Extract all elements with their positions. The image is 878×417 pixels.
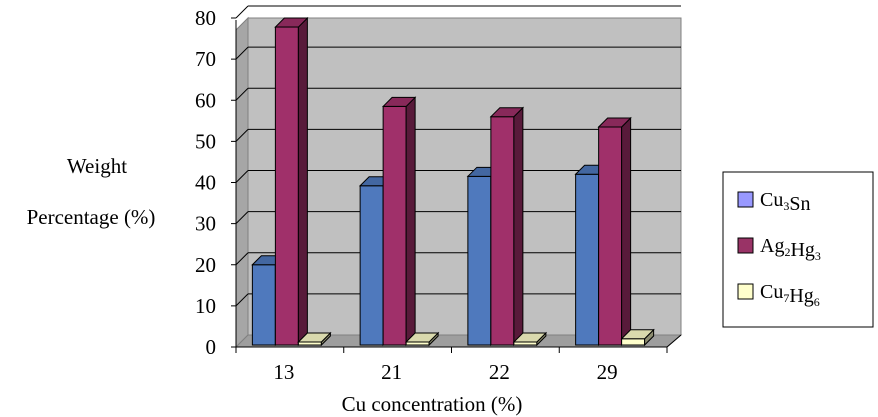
x-tick-label: 21 (381, 360, 402, 384)
gridline-side (235, 293, 249, 307)
bar-front (382, 105, 407, 346)
gridline-side (235, 211, 249, 224)
bar-front (251, 264, 276, 346)
y-tick-label: 40 (195, 171, 216, 195)
legend-swatch (737, 283, 754, 300)
x-axis-depth (666, 334, 682, 348)
gridline-side (235, 46, 249, 60)
gridline-side (235, 170, 249, 183)
bar-top (297, 332, 332, 343)
y-tick-label: 60 (195, 88, 216, 112)
gridline-side (235, 5, 249, 19)
y-tick-label: 10 (195, 294, 216, 318)
y-tick-label: 50 (195, 129, 216, 153)
bar-front (490, 116, 515, 346)
bar-top (620, 329, 655, 340)
bar-top (489, 107, 525, 118)
bar-Cu7Hg6-21 (404, 331, 440, 347)
bar-side (297, 16, 308, 347)
y-axis-label-line-1: Weight (67, 154, 127, 178)
bar-side (513, 106, 524, 347)
bar-top (512, 332, 548, 343)
bar-Ag2Hg3-21 (381, 96, 417, 347)
legend-item-Cu3Sn: Cu3Sn (737, 189, 810, 215)
y-tick-label: 70 (195, 47, 216, 71)
bar-Cu7Hg6-22 (512, 331, 548, 347)
legend-label: Ag2Hg3 (760, 235, 821, 263)
x-tick-labels: 13 21 22 29 (273, 360, 617, 384)
y-tick-labels: 0 10 20 30 40 50 60 70 80 (195, 6, 216, 359)
side-wall (235, 16, 249, 349)
bar-Ag2Hg3-29 (597, 116, 632, 347)
y-axis-label-line-2: Percentage (%) (27, 205, 156, 229)
bar-side (621, 116, 632, 347)
bar-top (274, 17, 309, 28)
legend-item-Cu7Hg6: Cu7Hg6 (737, 281, 820, 309)
bars (251, 16, 655, 347)
legend-swatch (737, 191, 754, 208)
gridline-side (235, 252, 249, 266)
legend: Cu3Sn Ag2Hg3 Cu7Hg6 (722, 171, 874, 328)
x-axis-label: Cu concentration (%) (342, 392, 523, 416)
gridline-side (235, 87, 249, 101)
bar-front (274, 26, 299, 346)
gridline-side (235, 129, 249, 142)
bar-top (597, 117, 632, 128)
axes (231, 17, 682, 353)
bar-Cu7Hg6-29 (620, 328, 655, 347)
x-tick-label: 22 (489, 360, 510, 384)
bar-Ag2Hg3-22 (489, 106, 525, 347)
y-tick-label: 30 (195, 212, 216, 236)
bar-front (621, 338, 646, 346)
bar-front (575, 173, 600, 346)
bar-side (405, 96, 416, 347)
x-tick-label: 29 (597, 360, 618, 384)
legend-label: Cu3Sn (760, 189, 810, 215)
x-tick-label: 13 (273, 360, 294, 384)
legend-swatch (737, 237, 754, 254)
bar-Ag2Hg3-13 (274, 16, 309, 347)
y-tick-label: 80 (195, 6, 216, 30)
legend-label: Cu7Hg6 (760, 281, 820, 309)
legend-item-Ag2Hg3: Ag2Hg3 (737, 235, 821, 263)
bar-front (598, 126, 623, 346)
bar-top (381, 96, 417, 107)
bar-top (404, 332, 440, 343)
bar-Cu7Hg6-13 (297, 331, 332, 347)
y-tick-label: 0 (206, 335, 217, 359)
y-tick-label: 20 (195, 253, 216, 277)
bar-front (359, 185, 384, 346)
bar-front (467, 175, 492, 346)
